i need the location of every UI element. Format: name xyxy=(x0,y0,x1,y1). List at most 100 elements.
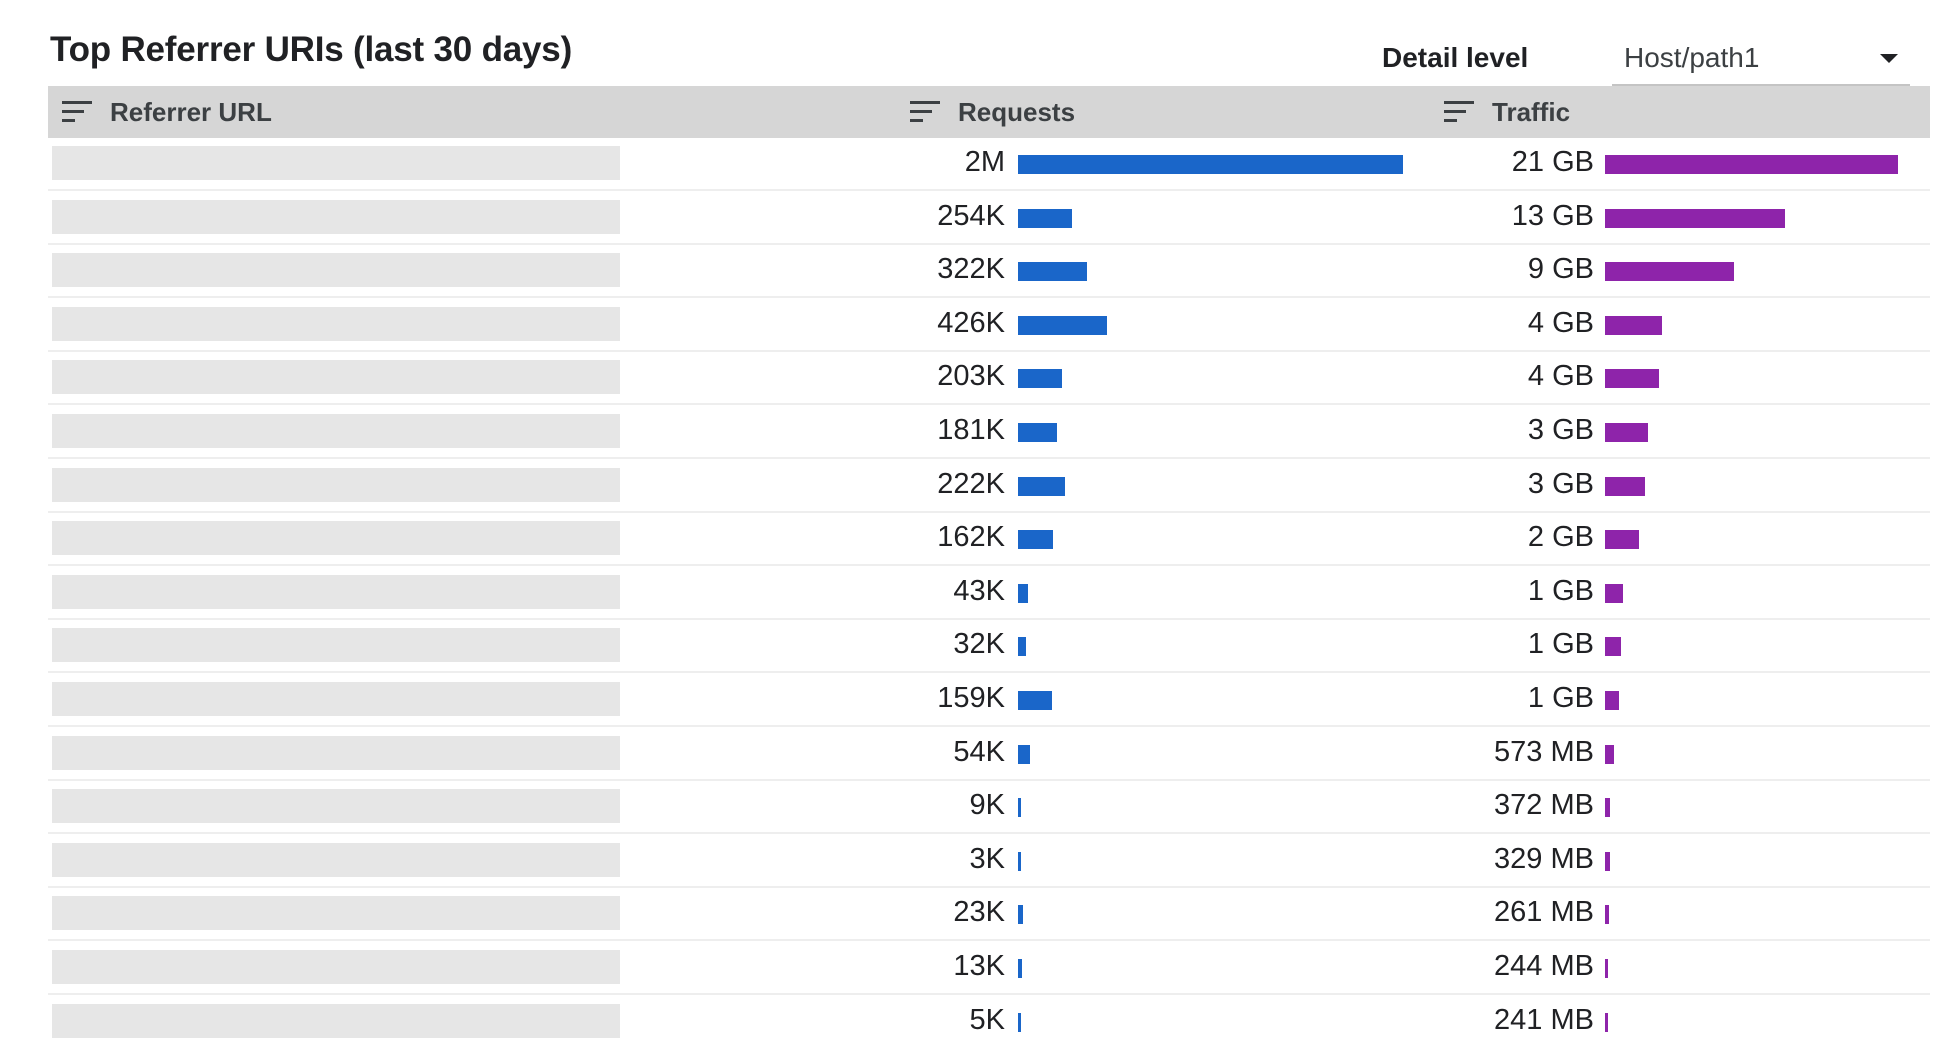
referrer-url-cell[interactable] xyxy=(52,736,620,770)
requests-value: 162K xyxy=(937,521,1005,553)
traffic-bar xyxy=(1605,423,1648,442)
traffic-bar xyxy=(1605,584,1623,603)
traffic-bar xyxy=(1605,852,1610,871)
traffic-value: 1 GB xyxy=(1527,682,1594,714)
referrer-url-cell[interactable] xyxy=(52,896,620,930)
referrer-url-cell[interactable] xyxy=(52,1004,620,1038)
traffic-value: 241 MB xyxy=(1494,1004,1594,1036)
requests-value: 3K xyxy=(969,843,1005,875)
detail-level-value: Host/path1 xyxy=(1624,42,1760,73)
referrer-url-cell[interactable] xyxy=(52,468,620,502)
referrer-url-cell[interactable] xyxy=(52,950,620,984)
table-row[interactable]: 159K 1 GB xyxy=(48,674,1930,727)
sort-icon xyxy=(908,99,944,125)
detail-level-label: Detail level xyxy=(1382,42,1529,73)
referrer-url-cell[interactable] xyxy=(52,253,620,287)
table-row[interactable]: 254K 13 GB xyxy=(48,192,1930,245)
requests-bar xyxy=(1018,798,1021,817)
referrer-url-cell[interactable] xyxy=(52,360,620,394)
traffic-value: 1 GB xyxy=(1527,628,1594,660)
column-header-traffic[interactable]: Traffic xyxy=(1442,86,1570,138)
table-row[interactable]: 32K 1 GB xyxy=(48,620,1930,673)
traffic-value: 21 GB xyxy=(1511,146,1594,178)
requests-value: 32K xyxy=(953,628,1005,660)
requests-bar xyxy=(1018,530,1053,549)
traffic-bar xyxy=(1605,530,1639,549)
table-row[interactable]: 23K 261 MB xyxy=(48,888,1930,941)
requests-bar xyxy=(1018,262,1087,281)
requests-value: 9K xyxy=(969,789,1005,821)
table-row[interactable]: 203K 4 GB xyxy=(48,352,1930,405)
table-row[interactable]: 426K 4 GB xyxy=(48,299,1930,352)
column-header-label: Referrer URL xyxy=(110,96,272,127)
column-header-label: Traffic xyxy=(1492,96,1571,127)
referrer-url-cell[interactable] xyxy=(52,843,620,877)
referrer-url-cell[interactable] xyxy=(52,789,620,823)
requests-bar xyxy=(1018,477,1065,496)
referrer-url-cell[interactable] xyxy=(52,146,620,180)
column-header-requests[interactable]: Requests xyxy=(908,86,1075,138)
referrer-url-cell[interactable] xyxy=(52,414,620,448)
table-row[interactable]: 2M 21 GB xyxy=(48,138,1930,191)
table-row[interactable]: 5K 241 MB xyxy=(48,996,1930,1042)
requests-value: 181K xyxy=(937,414,1005,446)
detail-level-select[interactable]: Host/path1 xyxy=(1612,30,1910,86)
traffic-value: 9 GB xyxy=(1527,253,1594,285)
referrer-url-cell[interactable] xyxy=(52,575,620,609)
requests-value: 13K xyxy=(953,950,1005,982)
page-title: Top Referrer URIs (last 30 days) xyxy=(50,30,573,69)
traffic-value: 13 GB xyxy=(1511,200,1594,232)
requests-bar xyxy=(1018,959,1022,978)
table-row[interactable]: 13K 244 MB xyxy=(48,942,1930,995)
table-row[interactable]: 322K 9 GB xyxy=(48,245,1930,298)
referrer-url-cell[interactable] xyxy=(52,307,620,341)
table-row[interactable]: 54K 573 MB xyxy=(48,728,1930,781)
requests-bar xyxy=(1018,155,1403,174)
requests-value: 222K xyxy=(937,468,1005,500)
referrer-url-cell[interactable] xyxy=(52,682,620,716)
referrer-url-cell[interactable] xyxy=(52,200,620,234)
requests-bar xyxy=(1018,905,1023,924)
requests-bar xyxy=(1018,637,1026,656)
requests-value: 23K xyxy=(953,896,1005,928)
traffic-value: 3 GB xyxy=(1527,468,1594,500)
requests-value: 426K xyxy=(937,307,1005,339)
requests-bar xyxy=(1018,691,1052,710)
table-row[interactable]: 181K 3 GB xyxy=(48,406,1930,459)
chevron-down-icon xyxy=(1880,54,1898,63)
referrer-url-cell[interactable] xyxy=(52,521,620,555)
traffic-value: 2 GB xyxy=(1527,521,1594,553)
traffic-bar xyxy=(1605,262,1734,281)
table-row[interactable]: 162K 2 GB xyxy=(48,513,1930,566)
column-header-label: Requests xyxy=(958,96,1076,127)
traffic-bar xyxy=(1605,155,1898,174)
requests-bar xyxy=(1018,369,1062,388)
traffic-value: 244 MB xyxy=(1494,950,1594,982)
traffic-bar xyxy=(1605,959,1608,978)
traffic-value: 329 MB xyxy=(1494,843,1594,875)
traffic-value: 1 GB xyxy=(1527,575,1594,607)
requests-value: 322K xyxy=(937,253,1005,285)
requests-value: 203K xyxy=(937,360,1005,392)
requests-bar xyxy=(1018,1013,1021,1032)
traffic-value: 4 GB xyxy=(1527,360,1594,392)
traffic-bar xyxy=(1605,691,1619,710)
requests-bar xyxy=(1018,852,1021,871)
referrer-url-cell[interactable] xyxy=(52,628,620,662)
table-header: Referrer URL Requests Traffic xyxy=(48,86,1930,138)
requests-value: 159K xyxy=(937,682,1005,714)
table-row[interactable]: 222K 3 GB xyxy=(48,460,1930,513)
requests-value: 43K xyxy=(953,575,1005,607)
requests-value: 254K xyxy=(937,200,1005,232)
traffic-bar xyxy=(1605,798,1610,817)
traffic-bar xyxy=(1605,369,1659,388)
traffic-bar xyxy=(1605,905,1609,924)
traffic-value: 261 MB xyxy=(1494,896,1594,928)
table-row[interactable]: 3K 329 MB xyxy=(48,835,1930,888)
table-row[interactable]: 9K 372 MB xyxy=(48,781,1930,834)
table-row[interactable]: 43K 1 GB xyxy=(48,567,1930,620)
traffic-bar xyxy=(1605,316,1662,335)
requests-value: 2M xyxy=(964,146,1005,178)
requests-bar xyxy=(1018,745,1030,764)
column-header-referrer-url[interactable]: Referrer URL xyxy=(60,86,272,138)
